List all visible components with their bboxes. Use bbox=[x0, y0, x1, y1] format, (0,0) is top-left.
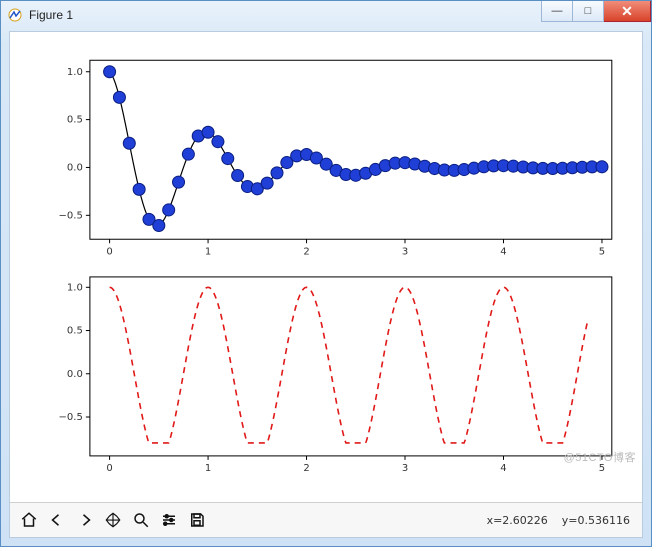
app-icon bbox=[7, 7, 23, 23]
close-icon: ✕ bbox=[621, 3, 633, 20]
svg-text:1.0: 1.0 bbox=[67, 67, 83, 78]
svg-text:1: 1 bbox=[205, 246, 211, 257]
svg-text:0.0: 0.0 bbox=[67, 369, 83, 380]
svg-text:0.0: 0.0 bbox=[67, 162, 83, 173]
pan-icon[interactable] bbox=[100, 507, 126, 533]
svg-text:2: 2 bbox=[303, 463, 309, 474]
client-area: 012345−0.50.00.51.0012345−0.50.00.51.0 @… bbox=[9, 31, 643, 538]
cursor-coords: x=2.60226 y=0.536116 bbox=[487, 514, 636, 527]
titlebar[interactable]: Figure 1 — □ ✕ bbox=[1, 1, 651, 29]
svg-text:3: 3 bbox=[402, 463, 408, 474]
save-icon[interactable] bbox=[184, 507, 210, 533]
window-title: Figure 1 bbox=[29, 8, 73, 22]
svg-text:1.0: 1.0 bbox=[67, 282, 83, 293]
home-icon[interactable] bbox=[16, 507, 42, 533]
figure-canvas[interactable]: 012345−0.50.00.51.0012345−0.50.00.51.0 @… bbox=[10, 32, 642, 503]
svg-text:2: 2 bbox=[303, 246, 309, 257]
svg-text:0.5: 0.5 bbox=[67, 326, 83, 337]
svg-text:4: 4 bbox=[500, 246, 506, 257]
svg-text:1: 1 bbox=[205, 463, 211, 474]
minimize-button[interactable]: — bbox=[541, 1, 573, 22]
figure-svg: 0 1 2 3 4 5 −0.5 0.0 0.5 1.0 0 1 2 3 4 5 −0.5 0.0 0.5 1.0 bbox=[10, 32, 642, 503]
svg-text:0: 0 bbox=[106, 463, 112, 474]
svg-text:4: 4 bbox=[500, 463, 506, 474]
back-icon[interactable] bbox=[44, 507, 70, 533]
svg-text:−0.5: −0.5 bbox=[59, 412, 83, 423]
svg-text:5: 5 bbox=[599, 463, 605, 474]
svg-text:3: 3 bbox=[402, 246, 408, 257]
window-buttons: — □ ✕ bbox=[541, 1, 651, 21]
svg-text:−0.5: −0.5 bbox=[59, 210, 83, 221]
svg-text:0.5: 0.5 bbox=[67, 115, 83, 126]
coord-y: y=0.536116 bbox=[562, 514, 630, 527]
forward-icon[interactable] bbox=[72, 507, 98, 533]
figure-window: Figure 1 — □ ✕ 0 1 2 3 4 5 −0.5 0.0 0.5 1.0 0 1 2 3 4 5… bbox=[0, 0, 652, 547]
maximize-icon: □ bbox=[585, 5, 592, 17]
coord-x: x=2.60226 bbox=[487, 514, 548, 527]
minimize-icon: — bbox=[552, 5, 563, 17]
zoom-icon[interactable] bbox=[128, 507, 154, 533]
maximize-button[interactable]: □ bbox=[573, 1, 604, 22]
matplotlib-toolbar: x=2.60226 y=0.536116 bbox=[10, 502, 642, 537]
svg-text:5: 5 bbox=[599, 246, 605, 257]
close-button[interactable]: ✕ bbox=[604, 1, 651, 22]
svg-text:0: 0 bbox=[106, 246, 112, 257]
configure-icon[interactable] bbox=[156, 507, 182, 533]
